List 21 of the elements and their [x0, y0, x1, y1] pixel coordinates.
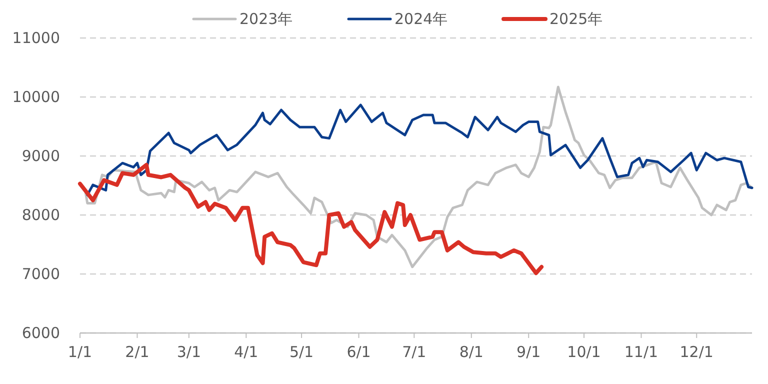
- legend-label: 2025年: [550, 10, 603, 28]
- x-tick-label: 9/1: [516, 343, 541, 361]
- x-tick-label: 1/1: [68, 343, 92, 361]
- x-tick-label: 10/1: [567, 343, 601, 361]
- y-tick-label: 10000: [12, 88, 60, 106]
- x-tick-label: 7/1: [402, 343, 426, 361]
- x-tick-label: 12/1: [680, 343, 714, 361]
- x-tick-label: 3/1: [176, 343, 201, 361]
- x-tick-label: 11/1: [624, 343, 658, 361]
- x-tick-label: 2/1: [125, 343, 150, 361]
- x-tick-label: 8/1: [459, 343, 484, 361]
- y-tick-label: 6000: [22, 324, 60, 342]
- y-tick-label: 7000: [22, 265, 60, 283]
- y-tick-label: 11000: [12, 29, 60, 47]
- legend-label: 2023年: [240, 10, 293, 28]
- x-tick-label: 6/1: [346, 343, 371, 361]
- x-tick-label: 5/1: [289, 343, 314, 361]
- legend-label: 2024年: [394, 10, 448, 28]
- x-tick-label: 4/1: [234, 343, 258, 361]
- y-tick-label: 8000: [22, 206, 60, 224]
- y-tick-label: 9000: [22, 147, 60, 165]
